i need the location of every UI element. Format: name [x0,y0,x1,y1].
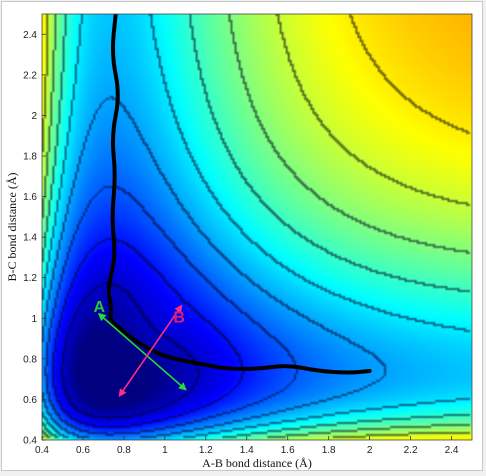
plot-border [41,13,473,441]
x-tick-label: 2 [367,445,373,456]
x-tick-label: 0.8 [117,445,131,456]
y-axis-ticks: 0.4 0.6 0.8 1 1.2 1.4 1.6 1.8 2 2.2 2.4 [23,30,46,447]
x-tick-label: 1 [162,445,168,456]
x-tick-label: 1.8 [322,445,336,456]
x-tick-label: 1.4 [240,445,254,456]
magenta-double-arrow [118,304,183,398]
y-tick-label: 1.4 [23,233,37,244]
y-tick-label: 0.4 [23,436,37,447]
x-axis-label: A-B bond distance (Å) [202,456,312,470]
y-tick-label: 1.8 [23,152,37,163]
x-tick-label: 2.4 [445,445,459,456]
y-tick-label: 1 [31,314,37,325]
potential-energy-heatmap [42,14,472,440]
y-tick-label: 1.6 [23,192,37,203]
x-tick-label: 1.2 [199,445,213,456]
x-tick-label: 2.2 [404,445,418,456]
plot-area: AB [42,14,472,440]
y-tick-label: 0.8 [23,354,37,365]
x-tick-label: 1.6 [281,445,295,456]
x-tick-label: 0.6 [76,445,90,456]
y-axis-label: B-C bond distance (Å) [5,173,19,282]
annotation-label-a: A [94,299,106,316]
y-tick-label: 2.2 [23,70,37,81]
y-tick-label: 2 [31,111,37,122]
annotation-label-b: B [173,309,185,326]
y-tick-label: 2.4 [23,30,37,41]
x-tick-label: 0.4 [35,445,49,456]
x-axis-ticks: 0.4 0.6 0.8 1 1.2 1.4 1.6 1.8 2 2.2 2.4 [35,436,459,456]
y-tick-label: 0.6 [23,395,37,406]
y-tick-label: 1.2 [23,273,37,284]
